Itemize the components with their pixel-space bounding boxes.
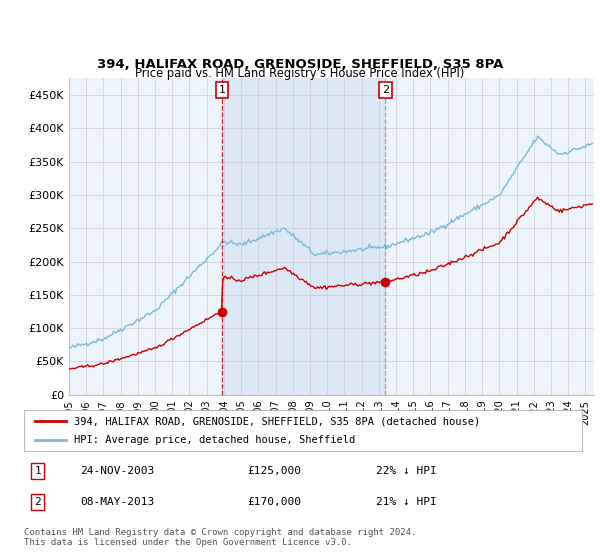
Text: HPI: Average price, detached house, Sheffield: HPI: Average price, detached house, Shef… xyxy=(74,435,355,445)
Text: 1: 1 xyxy=(35,466,41,476)
Text: 394, HALIFAX ROAD, GRENOSIDE, SHEFFIELD, S35 8PA (detached house): 394, HALIFAX ROAD, GRENOSIDE, SHEFFIELD,… xyxy=(74,417,481,426)
Text: 21% ↓ HPI: 21% ↓ HPI xyxy=(376,497,436,507)
Text: £170,000: £170,000 xyxy=(247,497,301,507)
Text: 2: 2 xyxy=(35,497,41,507)
Text: 24-NOV-2003: 24-NOV-2003 xyxy=(80,466,154,476)
Text: 394, HALIFAX ROAD, GRENOSIDE, SHEFFIELD, S35 8PA: 394, HALIFAX ROAD, GRENOSIDE, SHEFFIELD,… xyxy=(97,58,503,71)
Text: Contains HM Land Registry data © Crown copyright and database right 2024.
This d: Contains HM Land Registry data © Crown c… xyxy=(24,528,416,547)
Text: £125,000: £125,000 xyxy=(247,466,301,476)
Bar xyxy=(222,78,385,395)
Text: Price paid vs. HM Land Registry’s House Price Index (HPI): Price paid vs. HM Land Registry’s House … xyxy=(136,67,464,80)
Text: 1: 1 xyxy=(218,85,226,95)
Text: 08-MAY-2013: 08-MAY-2013 xyxy=(80,497,154,507)
Text: 2: 2 xyxy=(382,85,389,95)
Text: 22% ↓ HPI: 22% ↓ HPI xyxy=(376,466,436,476)
